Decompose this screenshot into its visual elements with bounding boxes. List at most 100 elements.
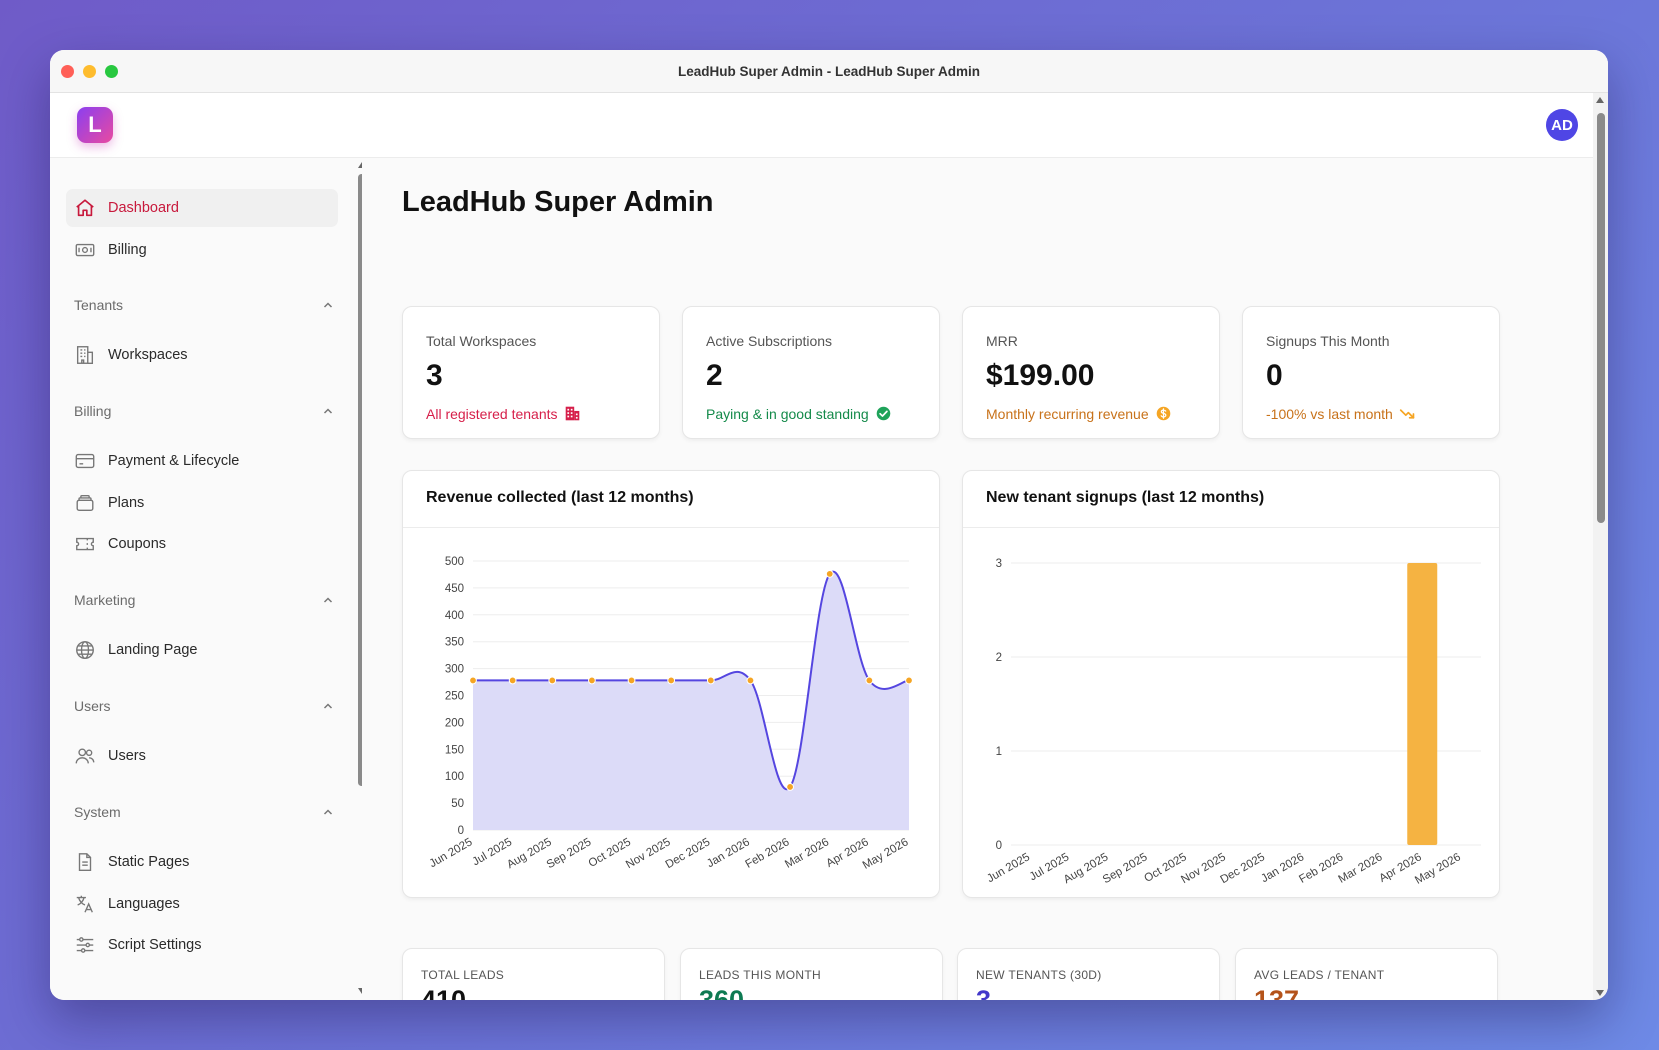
sidebar-item-landing-page[interactable]: Landing Page — [66, 631, 338, 669]
stat-card-signups-this-month: Signups This Month 0 -100% vs last month — [1242, 306, 1500, 439]
stat-value: 0 — [1266, 359, 1283, 392]
section-header-marketing[interactable]: Marketing — [74, 590, 334, 610]
y-tick-label: 50 — [451, 798, 464, 810]
page-scrollbar[interactable] — [1593, 93, 1608, 1000]
page-title: LeadHub Super Admin — [402, 186, 714, 218]
close-window-button[interactable] — [61, 65, 74, 78]
section-title: Users — [74, 698, 111, 714]
data-point — [825, 570, 834, 578]
sidebar-item-workspaces[interactable]: Workspaces — [66, 336, 338, 374]
y-tick-label: 300 — [445, 664, 464, 676]
user-avatar[interactable]: AD — [1546, 109, 1578, 141]
ticket-icon — [76, 537, 94, 551]
maximize-window-button[interactable] — [105, 65, 118, 78]
data-point — [706, 676, 715, 685]
bar — [1407, 563, 1438, 845]
mini-stat-value: 360 — [699, 985, 745, 1000]
avatar-initials: AD — [1551, 116, 1573, 134]
building-icon — [565, 406, 579, 421]
sidebar-item-payment-lifecycle[interactable]: Payment & Lifecycle — [66, 442, 338, 480]
mini-stat-value: 137 — [1254, 985, 1300, 1000]
scroll-up-arrow[interactable] — [1596, 97, 1604, 103]
sidebar-item-label: Billing — [108, 242, 147, 258]
data-point — [548, 676, 557, 685]
chevron-up-icon — [323, 809, 333, 815]
mini-stat-avg-leads: AVG LEADS / TENANT 137 — [1235, 948, 1498, 1000]
sidebar-item-label: Workspaces — [108, 347, 188, 363]
y-tick-label: 200 — [445, 717, 464, 729]
section-header-system[interactable]: System — [74, 802, 334, 822]
data-point — [865, 676, 874, 685]
sidebar-item-script-settings[interactable]: Script Settings — [66, 926, 338, 964]
mini-stat-new-tenants: NEW TENANTS (30D) 3 — [957, 948, 1220, 1000]
top-header: L AD — [50, 93, 1593, 158]
scroll-down-arrow[interactable] — [1596, 990, 1604, 996]
section-title: Tenants — [74, 297, 124, 313]
section-header-tenants[interactable]: Tenants — [74, 295, 334, 315]
x-tick-label: Dec 2025 — [664, 836, 713, 871]
y-tick-label: 500 — [445, 556, 464, 568]
chart-title: Revenue collected (last 12 months) — [426, 489, 694, 506]
sidebar-item-label: Coupons — [108, 536, 167, 552]
sidebar-item-label: Landing Page — [108, 642, 198, 658]
divider — [963, 527, 1499, 528]
sidebar-item-billing[interactable]: Billing — [66, 231, 338, 269]
sidebar-scrollbar[interactable] — [356, 158, 362, 1000]
data-point — [746, 676, 755, 685]
building-icon — [76, 346, 94, 364]
sidebar-item-label: Plans — [108, 495, 145, 511]
page-scrollbar-thumb[interactable] — [1597, 113, 1605, 523]
sidebar-item-label: Payment & Lifecycle — [108, 453, 240, 469]
y-tick-label: 3 — [996, 558, 1002, 570]
data-point — [667, 676, 676, 685]
chevron-up-icon — [323, 408, 333, 414]
x-tick-label: Jun 2025 — [985, 851, 1032, 885]
chevron-up-icon — [323, 703, 333, 709]
chart-title: New tenant signups (last 12 months) — [986, 489, 1265, 506]
stat-value: 2 — [706, 359, 723, 392]
sidebar-item-coupons[interactable]: Coupons — [66, 525, 338, 563]
sliders-icon — [76, 937, 94, 953]
trend-down-icon — [1399, 409, 1415, 419]
mini-stat-total-leads: TOTAL LEADS 410 — [402, 948, 665, 1000]
y-tick-label: 400 — [445, 610, 464, 622]
sidebar-item-plans[interactable]: Plans — [66, 484, 338, 522]
sidebar-item-static-pages[interactable]: Static Pages — [66, 843, 338, 881]
section-header-billing[interactable]: Billing — [74, 401, 334, 421]
y-tick-label: 1 — [996, 746, 1002, 758]
stat-subtitle: All registered tenants — [426, 405, 581, 422]
scroll-down-arrow[interactable] — [358, 988, 362, 994]
money-icon — [75, 243, 95, 257]
stat-label: Total Workspaces — [426, 333, 537, 349]
sidebar-scrollbar-thumb[interactable] — [358, 174, 362, 786]
sidebar-item-languages[interactable]: Languages — [66, 885, 338, 923]
logo-letter: L — [88, 112, 102, 137]
data-point — [627, 676, 636, 685]
title-bar: LeadHub Super Admin - LeadHub Super Admi… — [50, 50, 1608, 93]
app-logo[interactable]: L — [77, 107, 113, 143]
stat-label: Signups This Month — [1266, 333, 1390, 349]
main-content: LeadHub Super Admin Total Workspaces 3 A… — [380, 158, 1593, 1000]
signups-chart-card: New tenant signups (last 12 months) 0 1 2 3… — [962, 470, 1500, 898]
sidebar-item-label: Users — [108, 748, 146, 764]
sidebar-item-users[interactable]: Users — [66, 737, 338, 775]
chevron-up-icon — [323, 302, 333, 308]
scroll-up-arrow[interactable] — [358, 162, 362, 168]
app-window: LeadHub Super Admin - LeadHub Super Admi… — [50, 50, 1608, 1000]
credit-card-icon — [75, 453, 95, 469]
stat-label: Active Subscriptions — [706, 333, 833, 349]
y-tick-label: 250 — [445, 691, 464, 703]
x-tick-label: Aug 2025 — [505, 836, 554, 871]
home-icon — [76, 199, 94, 217]
revenue-chart-card: Revenue collected (last 12 months) 0 50 10… — [402, 470, 940, 898]
sidebar-item-dashboard[interactable]: Dashboard — [66, 189, 338, 227]
minimize-window-button[interactable] — [83, 65, 96, 78]
users-icon — [75, 748, 95, 764]
mini-stat-label: NEW TENANTS (30D) — [976, 968, 1102, 982]
x-tick-label: Mar 2026 — [783, 836, 831, 871]
sidebar-item-label: Script Settings — [108, 937, 202, 953]
y-tick-label: 150 — [445, 744, 464, 756]
section-header-users[interactable]: Users — [74, 696, 334, 716]
